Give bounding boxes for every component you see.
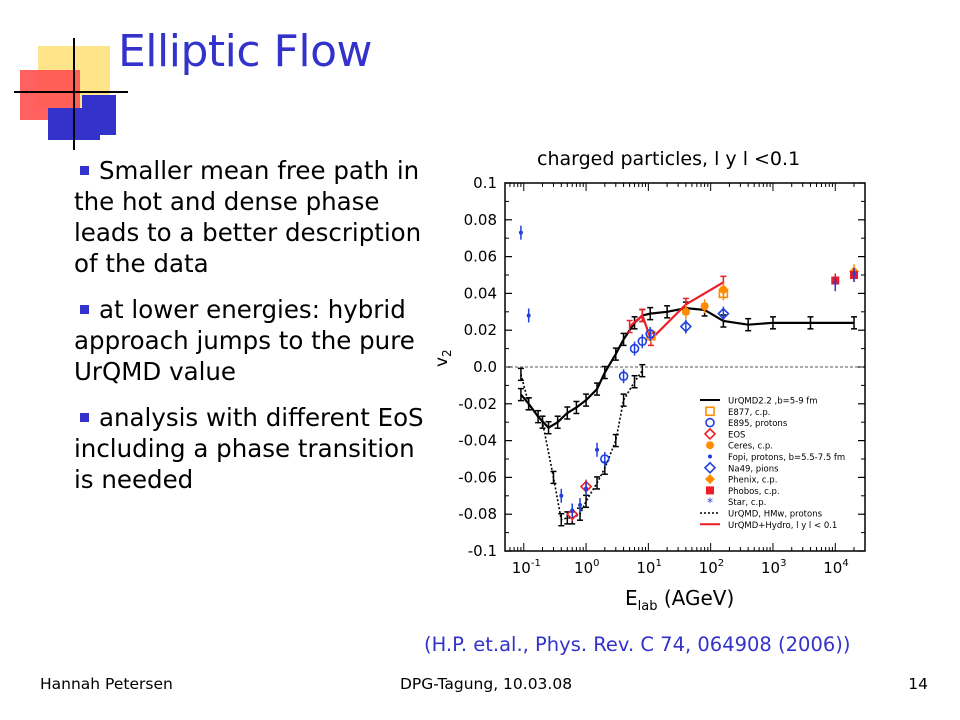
slide-title: Elliptic Flow (118, 26, 373, 77)
y-tick-label: -0.1 (468, 542, 497, 560)
y-axis-label: v2 (432, 349, 454, 367)
x-tick-label: 102 (699, 558, 724, 577)
data-point (629, 343, 640, 354)
legend-label: UrQMD+Hydro, l y l < 0.1 (728, 521, 837, 531)
y-tick-label: 0.06 (464, 248, 497, 266)
data-point (584, 486, 589, 491)
data-point (618, 371, 629, 381)
legend-label: Phobos, c.p. (728, 487, 780, 497)
data-point (705, 406, 715, 417)
legend-label: Phenix, c.p. (728, 476, 777, 486)
data-point: * (832, 278, 838, 292)
plot-layer: 0.1 0.08 0.06 0.04 0.02 0.0 -0.02 -0.04 -0.06 -0.… (458, 174, 866, 577)
footer-author: Hannah Petersen (40, 675, 173, 693)
y-tick-label: -0.04 (458, 432, 497, 450)
data-point (595, 447, 600, 452)
bullet-item: analysis with different EoS including a … (74, 402, 434, 495)
footer-event: DPG-Tagung, 10.03.08 (400, 675, 573, 693)
data-point (700, 302, 709, 311)
bullet-text: at lower energies: hybrid approach jumps… (74, 295, 415, 386)
legend-label: E895, protons (728, 419, 788, 429)
legend-label: UrQMD, HMw, protons (728, 510, 823, 520)
data-point (717, 307, 730, 320)
data-point (559, 493, 564, 498)
data-point (600, 454, 610, 464)
data-point (679, 320, 693, 333)
y-tick-label: -0.06 (458, 468, 497, 486)
y-tick-label: -0.02 (458, 395, 497, 413)
bullet-text: analysis with different EoS including a … (74, 403, 424, 494)
data-point (578, 503, 583, 507)
data-point (566, 508, 579, 521)
legend-label: Fopi, protons, b=5.5-7.5 fm (728, 453, 845, 463)
elliptic-flow-chart: charged particles, l y l <0.1 0.1 0.08 0.0… (432, 148, 866, 614)
bullet-list: Smaller mean free path in the hot and de… (74, 155, 434, 510)
x-axis-label-main: E (625, 586, 638, 610)
series-line (520, 370, 643, 521)
x-tick-label: 104 (823, 558, 848, 577)
legend-label: Star, c.p. (728, 498, 766, 508)
chart-title: charged particles, l y l <0.1 (537, 148, 800, 170)
y-tick-label: 0.02 (464, 321, 497, 339)
legend-label: E877, c.p. (728, 408, 770, 418)
x-axis-label-sub: lab (638, 599, 658, 614)
x-tick-label: 10-1 (512, 558, 541, 577)
bullet-text: Smaller mean free path in the hot and de… (74, 156, 422, 278)
data-point (708, 454, 712, 459)
legend-label: Ceres, c.p. (728, 442, 773, 452)
y-tick-label: -0.08 (458, 505, 497, 523)
y-tick-label: 0.1 (473, 174, 497, 192)
data-point (518, 230, 523, 235)
y-tick-label: 0.04 (464, 284, 497, 302)
citation: (H.P. et.al., Phys. Rev. C 74, 064908 (2… (424, 633, 851, 656)
x-axis-label-unit: (AGeV) (657, 586, 734, 610)
data-point (570, 508, 575, 513)
data-point: * (707, 496, 713, 510)
data-point (719, 285, 728, 294)
x-axis-label: Elab (AGeV) (625, 586, 734, 614)
data-point (705, 417, 715, 428)
series-line (520, 307, 855, 430)
footer-page-number: 14 (908, 675, 928, 693)
bullet-item: at lower energies: hybrid approach jumps… (74, 294, 434, 387)
data-point (681, 307, 690, 316)
data-point (703, 427, 717, 441)
y-axis-label-main: v (432, 357, 452, 367)
y-tick-label: 0.08 (464, 211, 497, 229)
data-point (703, 461, 717, 474)
data-point (706, 486, 714, 495)
legend-label: UrQMD2.2 ,b=5-9 fm (728, 397, 818, 407)
bullet-item: Smaller mean free path in the hot and de… (74, 155, 434, 279)
y-axis-label-sub: 2 (440, 349, 454, 357)
data-point (526, 313, 531, 318)
bullet-square-icon (80, 305, 89, 314)
data-point (637, 336, 648, 347)
legend-label: EOS (728, 430, 745, 440)
legend-label: Na49, pions (728, 464, 779, 474)
data-point: * (851, 269, 857, 283)
x-tick-label: 100 (574, 558, 599, 577)
data-point (706, 441, 714, 450)
data-point (705, 474, 715, 485)
data-point (645, 329, 655, 339)
y-tick-label: 0.0 (473, 358, 497, 376)
logo-decoration (14, 38, 128, 150)
x-tick-label: 103 (761, 558, 786, 577)
bullet-square-icon (80, 413, 89, 422)
bullet-square-icon (80, 166, 89, 175)
x-tick-label: 101 (636, 558, 661, 577)
